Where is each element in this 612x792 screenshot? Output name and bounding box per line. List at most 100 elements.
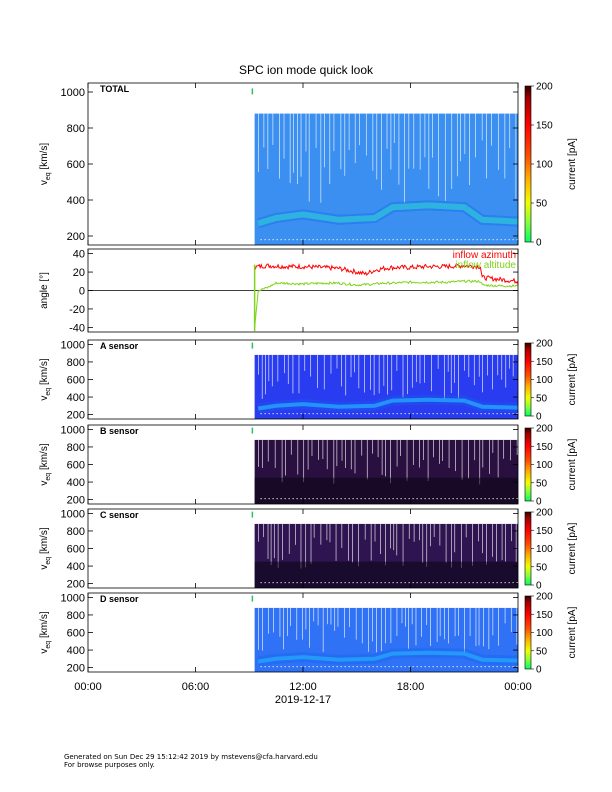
heatmap-dot [316, 239, 318, 241]
heatmap-dot [512, 666, 514, 668]
heatmap-dot [464, 413, 466, 415]
heatmap-dot [356, 413, 358, 415]
heatmap-dot [388, 582, 390, 584]
y-tick-label: -40 [69, 322, 85, 334]
y-tick-label: 600 [67, 544, 85, 556]
y-tick-label: 800 [67, 357, 85, 369]
heatmap-dot [348, 498, 350, 500]
heatmap-dot [456, 666, 458, 668]
colorbar-tick-label: 50 [536, 478, 548, 489]
y-tick-label: 600 [67, 628, 85, 640]
heatmap-dot [476, 498, 478, 500]
heatmap-dot [324, 498, 326, 500]
heatmap-dot [368, 666, 370, 668]
colorbar-tick-label: 0 [536, 581, 542, 592]
panel-c-sensor: 0 50 100 150 200 current [pA] C sensor veq [km/… [39, 508, 578, 592]
heatmap-dot [508, 413, 510, 415]
heatmap-dot [416, 582, 418, 584]
heatmap-dot [516, 413, 518, 415]
heatmap-dot [320, 239, 322, 241]
heatmap-dot [416, 239, 418, 241]
heatmap-dot [268, 239, 270, 241]
heatmap-dot [380, 413, 382, 415]
heatmap-dot [364, 666, 366, 668]
heatmap-dot [408, 413, 410, 415]
heatmap-dot [448, 239, 450, 241]
heatmap-dot [320, 582, 322, 584]
heatmap-dot [492, 666, 494, 668]
colorbar-tick-label: 150 [536, 442, 553, 453]
heatmap-dot [400, 413, 402, 415]
colorbar-tick-label: 100 [536, 160, 553, 171]
heatmap-dot [436, 666, 438, 668]
heatmap-dot [456, 498, 458, 500]
heatmap-dot [340, 413, 342, 415]
heatmap-dot [288, 239, 290, 241]
heatmap-dot [312, 666, 314, 668]
heatmap-dot [264, 413, 266, 415]
heatmap-dot [360, 582, 362, 584]
heatmap-dot [444, 498, 446, 500]
heatmap-dot [328, 666, 330, 668]
heatmap-dot [416, 666, 418, 668]
heatmap-dot [284, 666, 286, 668]
colorbar-tick-label: 200 [536, 82, 553, 93]
y-tick-label: 400 [67, 477, 85, 489]
heatmap-dot [404, 666, 406, 668]
panel-d-sensor: 0 50 100 150 200 current [pA] D sensor veq [km/… [39, 592, 578, 676]
legend-inflow-altitude: inflow altitude [455, 260, 516, 271]
heatmap-dot [264, 666, 266, 668]
heatmap-dot [400, 582, 402, 584]
heatmap-dot [376, 498, 378, 500]
footer: Generated on Sun Dec 29 15:12:42 2019 by… [64, 753, 318, 769]
heatmap-dot [436, 413, 438, 415]
heatmap-dot [392, 582, 394, 584]
heatmap-dot [440, 239, 442, 241]
heatmap-dot [448, 666, 450, 668]
heatmap-dot [292, 582, 294, 584]
heatmap-dot [420, 239, 422, 241]
y-tick-label: 800 [67, 526, 85, 538]
heatmap-dot [504, 666, 506, 668]
heatmap-dot [312, 239, 314, 241]
heatmap-dot [344, 582, 346, 584]
colorbar-tick-label: 50 [536, 393, 548, 404]
heatmap-dot [448, 582, 450, 584]
heatmap-dot [476, 582, 478, 584]
heatmap-dot [420, 582, 422, 584]
heatmap-dot [500, 582, 502, 584]
y-tick-label: 20 [73, 267, 85, 279]
heatmap-dot [284, 413, 286, 415]
colorbar-label: current [pA] [567, 438, 578, 490]
heatmap-dot [496, 498, 498, 500]
heatmap-dot [320, 413, 322, 415]
heatmap-dot [424, 239, 426, 241]
heatmap-dot [392, 413, 394, 415]
heatmap-dot [404, 498, 406, 500]
heatmap-dot [452, 239, 454, 241]
heatmap-dot [480, 666, 482, 668]
heatmap-dot [380, 498, 382, 500]
heatmap-dot [460, 582, 462, 584]
heatmap-dot [484, 413, 486, 415]
heatmap-dot [492, 239, 494, 241]
x-tick-label: 00:00 [74, 681, 102, 693]
heatmap-dot [336, 498, 338, 500]
y-tick-label: 400 [67, 561, 85, 573]
heatmap-dot [444, 666, 446, 668]
heatmap-dot [352, 413, 354, 415]
early-marker [251, 342, 254, 349]
heatmap-dot [296, 413, 298, 415]
heatmap-dot [468, 582, 470, 584]
heatmap-dot [496, 582, 498, 584]
heatmap-dot [476, 239, 478, 241]
heatmap-dot [452, 582, 454, 584]
series-inflow-azimuth [254, 262, 519, 285]
heatmap-dark-core [254, 561, 518, 588]
heatmap-dot [384, 413, 386, 415]
colorbar-tick-label: 50 [536, 562, 548, 573]
heatmap-dot [440, 498, 442, 500]
footer-browse-note: For browse purposes only. [64, 761, 155, 769]
heatmap-dot [408, 498, 410, 500]
panel-label: C sensor [100, 510, 139, 520]
